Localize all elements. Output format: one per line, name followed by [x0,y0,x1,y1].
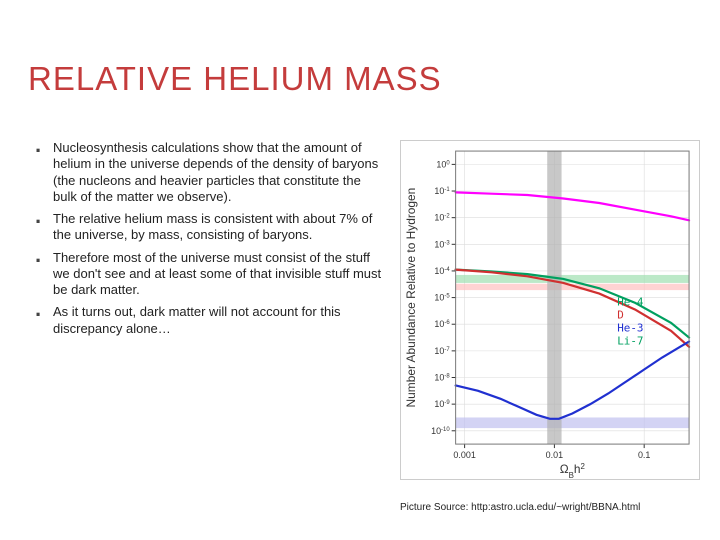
bullet-item: Nucleosynthesis calculations show that t… [35,140,385,205]
svg-text:0.001: 0.001 [453,450,475,460]
picture-source: Picture Source: http:astro.ucla.edu/~wri… [400,502,640,513]
svg-text:0.1: 0.1 [638,450,650,460]
bullet-list: Nucleosynthesis calculations show that t… [35,140,385,343]
svg-text:Li-7: Li-7 [617,334,643,347]
bullet-text: As it turns out, dark matter will not ac… [53,304,341,335]
bullet-item: As it turns out, dark matter will not ac… [35,304,385,337]
page-title: RELATIVE HELIUM MASS [28,60,442,98]
bullet-item: Therefore most of the universe must cons… [35,250,385,299]
bullet-item: The relative helium mass is consistent w… [35,211,385,244]
svg-text:Number Abundance Relative to H: Number Abundance Relative to Hydrogen [404,188,418,408]
svg-text:D: D [617,308,624,321]
bullet-text: Therefore most of the universe must cons… [53,250,381,298]
bullet-text: The relative helium mass is consistent w… [53,211,372,242]
chart-svg: 10010-110-210-310-410-510-610-710-810-91… [401,141,699,479]
bbn-chart: 10010-110-210-310-410-510-610-710-810-91… [400,140,700,480]
bullet-text: Nucleosynthesis calculations show that t… [53,140,378,204]
svg-text:He-4: He-4 [617,296,644,309]
svg-text:He-3: He-3 [617,321,643,334]
svg-text:0.01: 0.01 [546,450,563,460]
